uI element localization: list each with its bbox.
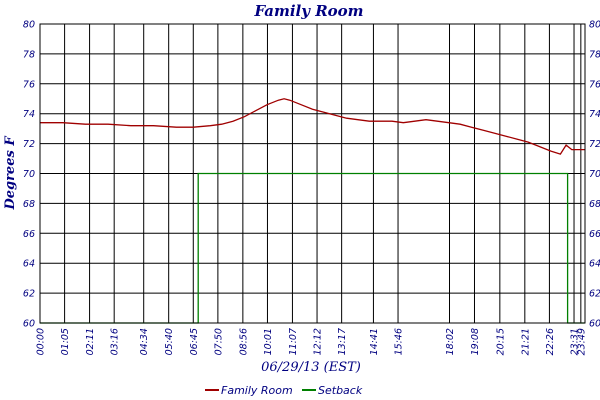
y-tick-label-left: 72: [23, 139, 35, 150]
x-tick-label: 06:45: [189, 328, 200, 355]
x-ticks: 00:00 01:05 02:11 03:16 04:34 05:40 06:45 07:50…: [36, 328, 588, 355]
x-tick-label: 01:05: [60, 328, 71, 355]
y-tick-label-left: 68: [23, 199, 35, 210]
x-tick-label: 12:12: [313, 328, 324, 355]
legend-label-1: Setback: [318, 384, 363, 397]
y-tick-label-left: 80: [23, 20, 35, 31]
y-tick-label-right: 60: [589, 319, 600, 330]
x-tick-label: 02:11: [85, 328, 96, 355]
y-ticks-right: 60 62 64 66 68 70 72 74 76 78 80: [589, 20, 600, 330]
chart-title: Family Room: [253, 2, 363, 20]
y-tick-label-right: 62: [589, 289, 600, 300]
y-tick-label-right: 64: [589, 259, 600, 270]
x-tick-label: 13:17: [337, 328, 348, 355]
x-tick-label: 04:34: [139, 328, 150, 355]
y-tick-label-right: 74: [589, 109, 600, 120]
y-tick-label-right: 78: [589, 49, 600, 60]
x-tick-label: 14:41: [369, 328, 380, 355]
x-tick-label: 23:49: [576, 328, 587, 355]
y-tick-label-left: 66: [23, 229, 35, 240]
y-tick-label-right: 72: [589, 139, 600, 150]
x-tick-label: 19:08: [470, 328, 481, 355]
x-tick-label: 21:21: [520, 328, 531, 355]
x-tick-label: 18:02: [445, 328, 456, 355]
x-tick-label: 15:46: [394, 328, 405, 355]
y-tick-label-right: 80: [589, 20, 600, 31]
x-tick-label: 00:00: [36, 328, 47, 355]
y-tick-label-left: 78: [23, 49, 35, 60]
y-tick-label-right: 70: [589, 169, 600, 180]
x-tick-label: 23:31: [570, 328, 581, 355]
x-tick-label: 07:50: [213, 328, 224, 355]
y-tick-label-left: 76: [23, 79, 35, 90]
x-tick-label: 11:07: [288, 328, 299, 355]
y-tick-label-right: 66: [589, 229, 600, 240]
y-tick-label-left: 74: [23, 109, 35, 120]
y-axis-label: Degrees F: [3, 136, 18, 211]
series-line-1: [40, 172, 585, 324]
x-axis-label: 06/29/13 (EST): [261, 360, 361, 375]
y-ticks-left: 60 62 64 66 68 70 72 74 76 78 80: [23, 20, 35, 330]
x-tick-label: 03:16: [110, 328, 121, 355]
y-tick-label-left: 64: [23, 259, 35, 270]
y-tick-label-left: 70: [23, 169, 35, 180]
legend-label-0: Family Room: [221, 384, 293, 397]
x-tick-label: 10:01: [263, 328, 274, 355]
y-tick-label-right: 76: [589, 79, 600, 90]
y-tick-label-left: 60: [23, 319, 35, 330]
legend: Family Room Setback: [205, 384, 363, 397]
plot-frame: [39, 23, 586, 324]
x-tick-label: 05:40: [164, 328, 175, 355]
x-tick-label: 20:15: [495, 328, 506, 355]
series-lines: [40, 98, 585, 324]
x-tick-label: 08:56: [238, 328, 249, 355]
series-line-0: [40, 98, 585, 155]
x-tick-label: 22:26: [545, 328, 556, 355]
y-tick-label-right: 68: [589, 199, 600, 210]
y-tick-label-left: 62: [23, 289, 35, 300]
